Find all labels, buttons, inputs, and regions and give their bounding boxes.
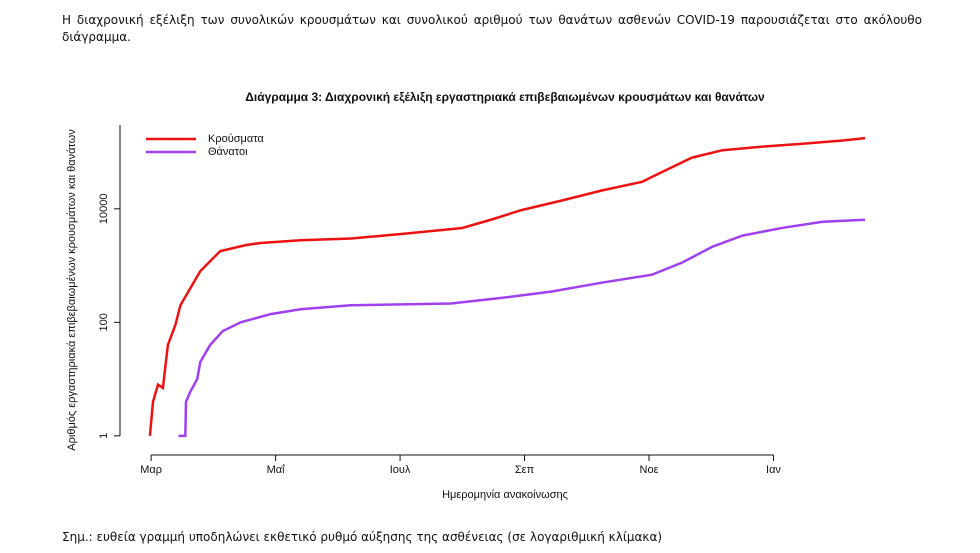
intro: Η διαχρονική εξέλιξη των συνολικών κρουσ… xyxy=(62,13,922,44)
y-tick-label: 10000 xyxy=(98,194,110,225)
series-line xyxy=(178,218,866,438)
x-tick-label: Ιουλ xyxy=(390,464,411,476)
legend-label: Κρούσματα xyxy=(208,133,264,145)
legend-label: Θάνατοι xyxy=(208,146,248,158)
x-tick-label: Ιαν xyxy=(766,464,781,476)
chart-title: Διάγραμμα 3: Διαχρονική εξέλιξη εργαστηρ… xyxy=(245,90,765,104)
y-tick-label: 1 xyxy=(98,433,110,439)
x-tick-label: Σεπ xyxy=(515,464,535,476)
x-tick-label: Μαρ xyxy=(140,464,162,476)
x-tick-label: Νοε xyxy=(640,464,659,476)
x-tick-label: Μαΐ xyxy=(267,464,286,476)
x-axis-label: Ημερομηνία ανακοίνωσης xyxy=(442,489,568,501)
y-tick-label: 100 xyxy=(98,313,110,331)
y-axis-label: Αριθμός εργαστηριακά επιβεβαιωμένων κρου… xyxy=(66,129,78,451)
note: Σημ.: ευθεία γραμμή υποδηλώνει εκθετικό … xyxy=(62,530,663,544)
series-line xyxy=(148,136,866,437)
